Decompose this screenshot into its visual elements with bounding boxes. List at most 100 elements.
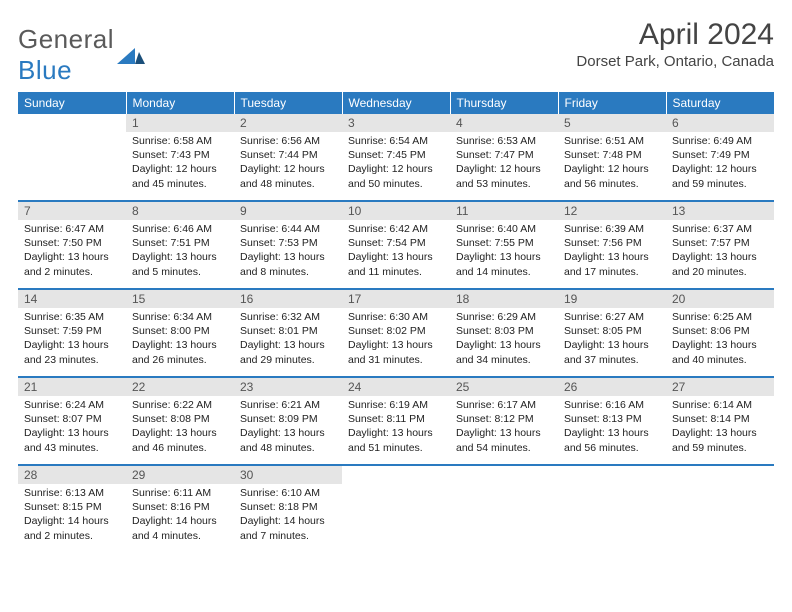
day-details: Sunrise: 6:22 AMSunset: 8:08 PMDaylight:… — [126, 396, 234, 459]
day-dl1: Daylight: 12 hours — [348, 162, 444, 176]
calendar-day: 17Sunrise: 6:30 AMSunset: 8:02 PMDayligh… — [342, 289, 450, 377]
day-ss: Sunset: 8:07 PM — [24, 412, 120, 426]
day-dl2: and 26 minutes. — [132, 353, 228, 367]
day-dl2: and 5 minutes. — [132, 265, 228, 279]
calendar-day: 27Sunrise: 6:14 AMSunset: 8:14 PMDayligh… — [666, 377, 774, 465]
brand-mark-icon — [117, 42, 145, 69]
calendar-day — [558, 465, 666, 552]
day-sr: Sunrise: 6:49 AM — [672, 134, 768, 148]
day-dl1: Daylight: 13 hours — [564, 338, 660, 352]
day-sr: Sunrise: 6:40 AM — [456, 222, 552, 236]
calendar-day: 16 Sunrise: 6:32 AMSunset: 8:01 PMDayligh… — [234, 289, 342, 377]
calendar-week: 1Sunrise: 6:58 AMSunset: 7:43 PMDaylight… — [18, 114, 774, 201]
day-dl2: and 48 minutes. — [240, 441, 336, 455]
day-ss: Sunset: 8:18 PM — [240, 500, 336, 514]
day-details: Sunrise: 6:37 AMSunset: 7:57 PMDaylight:… — [666, 220, 774, 283]
day-dl1: Daylight: 13 hours — [240, 426, 336, 440]
day-ss: Sunset: 7:47 PM — [456, 148, 552, 162]
day-sr: Sunrise: 6:46 AM — [132, 222, 228, 236]
day-ss: Sunset: 8:03 PM — [456, 324, 552, 338]
day-dl1: Daylight: 12 hours — [564, 162, 660, 176]
calendar-day: 6Sunrise: 6:49 AMSunset: 7:49 PMDaylight… — [666, 114, 774, 201]
day-details: Sunrise: 6:42 AMSunset: 7:54 PMDaylight:… — [342, 220, 450, 283]
day-ss: Sunset: 8:01 PM — [240, 324, 336, 338]
day-sr: Sunrise: 6:22 AM — [132, 398, 228, 412]
day-dl1: Daylight: 13 hours — [456, 250, 552, 264]
calendar-day: 11Sunrise: 6:40 AMSunset: 7:55 PMDayligh… — [450, 201, 558, 289]
day-dl1: Daylight: 13 hours — [240, 338, 336, 352]
day-number: 22 — [126, 378, 234, 396]
day-sr: Sunrise: 6:29 AM — [456, 310, 552, 324]
day-number: 12 — [558, 202, 666, 220]
day-number: 6 — [666, 114, 774, 132]
day-sr: Sunrise: 6:25 AM — [672, 310, 768, 324]
day-number: 20 — [666, 290, 774, 308]
day-dl2: and 51 minutes. — [348, 441, 444, 455]
day-details: Sunrise: 6:51 AMSunset: 7:48 PMDaylight:… — [558, 132, 666, 195]
day-details: Sunrise: 6:53 AMSunset: 7:47 PMDaylight:… — [450, 132, 558, 195]
day-details: Sunrise: 6:24 AMSunset: 8:07 PMDaylight:… — [18, 396, 126, 459]
day-sr: Sunrise: 6:10 AM — [240, 486, 336, 500]
calendar-day: 5Sunrise: 6:51 AMSunset: 7:48 PMDaylight… — [558, 114, 666, 201]
day-sr: Sunrise: 6:44 AM — [240, 222, 336, 236]
calendar-week: 7Sunrise: 6:47 AMSunset: 7:50 PMDaylight… — [18, 201, 774, 289]
day-number: 18 — [450, 290, 558, 308]
day-ss: Sunset: 7:51 PM — [132, 236, 228, 250]
day-dl1: Daylight: 13 hours — [672, 426, 768, 440]
day-ss: Sunset: 7:48 PM — [564, 148, 660, 162]
day-dl1: Daylight: 13 hours — [24, 250, 120, 264]
day-dl1: Daylight: 14 hours — [132, 514, 228, 528]
brand-part1: General — [18, 24, 114, 54]
day-details: Sunrise: 6:30 AMSunset: 8:02 PMDaylight:… — [342, 308, 450, 371]
day-dl1: Daylight: 13 hours — [456, 338, 552, 352]
calendar-head: SundayMondayTuesdayWednesdayThursdayFrid… — [18, 92, 774, 114]
day-dl1: Daylight: 13 hours — [348, 250, 444, 264]
day-dl1: Daylight: 12 hours — [240, 162, 336, 176]
day-dl2: and 29 minutes. — [240, 353, 336, 367]
day-details: Sunrise: 6:44 AMSunset: 7:53 PMDaylight:… — [234, 220, 342, 283]
calendar-day: 10Sunrise: 6:42 AMSunset: 7:54 PMDayligh… — [342, 201, 450, 289]
day-dl1: Daylight: 13 hours — [564, 426, 660, 440]
day-number: 25 — [450, 378, 558, 396]
day-dl1: Daylight: 13 hours — [132, 426, 228, 440]
calendar-day — [18, 114, 126, 201]
day-number: 24 — [342, 378, 450, 396]
day-sr: Sunrise: 6:32 AM — [240, 310, 336, 324]
day-number: 23 — [234, 378, 342, 396]
day-ss: Sunset: 7:49 PM — [672, 148, 768, 162]
weekday-header: Monday — [126, 92, 234, 114]
calendar-day: 18 Sunrise: 6:29 AMSunset: 8:03 PMDayligh… — [450, 289, 558, 377]
calendar-day: 26Sunrise: 6:16 AMSunset: 8:13 PMDayligh… — [558, 377, 666, 465]
day-dl2: and 59 minutes. — [672, 441, 768, 455]
day-number: 3 — [342, 114, 450, 132]
day-ss: Sunset: 7:57 PM — [672, 236, 768, 250]
calendar-day: 2Sunrise: 6:56 AMSunset: 7:44 PMDaylight… — [234, 114, 342, 201]
day-ss: Sunset: 8:05 PM — [564, 324, 660, 338]
location-label: Dorset Park, Ontario, Canada — [576, 53, 774, 70]
day-number: 16 — [234, 290, 342, 308]
calendar-day: 14Sunrise: 6:35 AMSunset: 7:59 PMDayligh… — [18, 289, 126, 377]
day-details: Sunrise: 6:13 AMSunset: 8:15 PMDaylight:… — [18, 484, 126, 547]
day-details: Sunrise: 6:40 AMSunset: 7:55 PMDaylight:… — [450, 220, 558, 283]
day-ss: Sunset: 7:43 PM — [132, 148, 228, 162]
brand-text: General Blue — [18, 24, 114, 86]
calendar-day: 19Sunrise: 6:27 AMSunset: 8:05 PMDayligh… — [558, 289, 666, 377]
calendar-day: 4Sunrise: 6:53 AMSunset: 7:47 PMDaylight… — [450, 114, 558, 201]
day-sr: Sunrise: 6:53 AM — [456, 134, 552, 148]
day-details: Sunrise: 6:19 AMSunset: 8:11 PMDaylight:… — [342, 396, 450, 459]
day-dl1: Daylight: 12 hours — [132, 162, 228, 176]
day-dl2: and 40 minutes. — [672, 353, 768, 367]
day-details: Sunrise: 6:21 AMSunset: 8:09 PMDaylight:… — [234, 396, 342, 459]
day-sr: Sunrise: 6:16 AM — [564, 398, 660, 412]
day-dl2: and 59 minutes. — [672, 177, 768, 191]
day-dl1: Daylight: 13 hours — [24, 426, 120, 440]
calendar-day: 30Sunrise: 6:10 AMSunset: 8:18 PMDayligh… — [234, 465, 342, 552]
day-details: Sunrise: 6:10 AMSunset: 8:18 PMDaylight:… — [234, 484, 342, 547]
day-number: 1 — [126, 114, 234, 132]
calendar-day: 9Sunrise: 6:44 AMSunset: 7:53 PMDaylight… — [234, 201, 342, 289]
day-dl1: Daylight: 13 hours — [240, 250, 336, 264]
day-number: 8 — [126, 202, 234, 220]
day-dl2: and 43 minutes. — [24, 441, 120, 455]
day-sr: Sunrise: 6:39 AM — [564, 222, 660, 236]
day-sr: Sunrise: 6:11 AM — [132, 486, 228, 500]
